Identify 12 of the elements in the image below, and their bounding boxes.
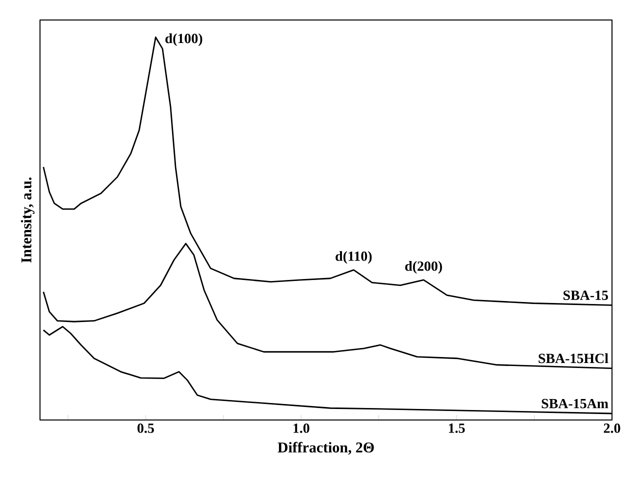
series-label: SBA-15: [564, 290, 608, 300]
annotation: d(100): [165, 33, 202, 46]
y-axis-title: Intensity, a.u.: [20, 177, 34, 263]
x-tick-label: 1.0: [294, 424, 310, 433]
annotation: d(110): [336, 251, 372, 264]
x-tick-label: 1.5: [448, 424, 465, 433]
x-tick-label: 0.5: [138, 424, 154, 433]
series-label: SBA-15Am: [542, 398, 608, 408]
series-label: SBA-15HCl: [538, 353, 608, 364]
x-tick-label: 2.0: [604, 424, 620, 433]
x-axis-title: Diffraction, 2Θ: [278, 442, 374, 455]
annotation: d(200): [405, 261, 442, 274]
